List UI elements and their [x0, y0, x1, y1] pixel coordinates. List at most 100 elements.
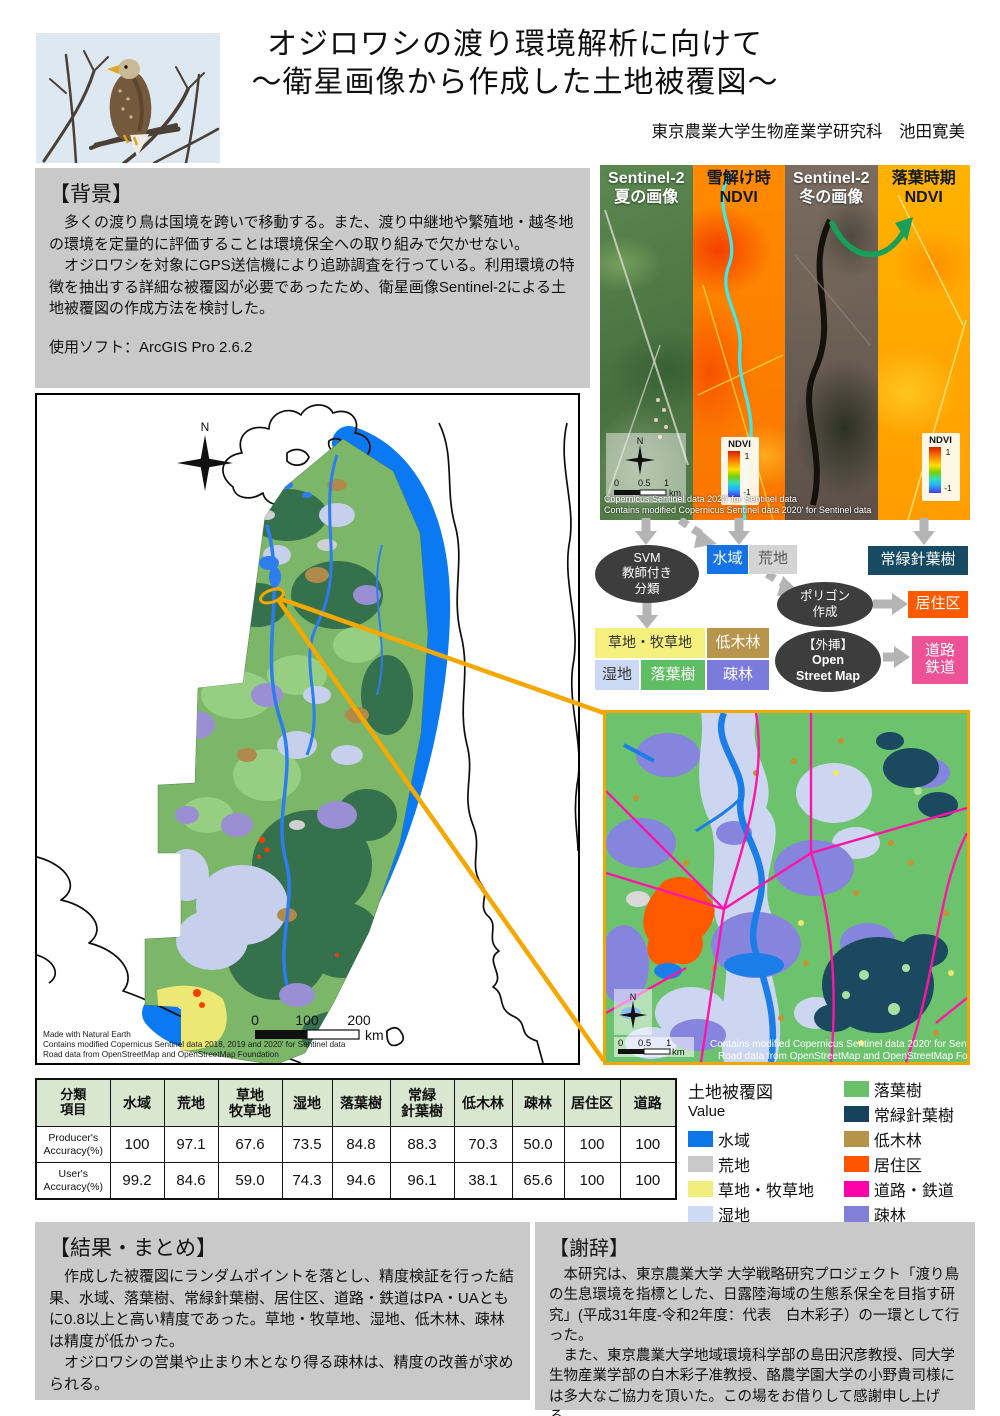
legend-item-sparse: 疎林: [843, 1203, 980, 1225]
svg-text:200: 200: [347, 1012, 371, 1028]
software-note: 使用ソフト：ArcGIS Pro 2.6.2: [49, 338, 253, 356]
landcover-legend: 土地被覆図 Value 水域 荒地 草地・牧草地 湿地: [688, 1078, 980, 1225]
strip-winter-art: [794, 218, 871, 506]
compass-rose: N: [177, 420, 233, 491]
svg-text:Road data from OpenStreetMap a: Road data from OpenStreetMap and OpenStr…: [718, 1051, 967, 1062]
detail-scale-bar: 0 0.5 1 km: [614, 1037, 694, 1058]
class-box-bare: 荒地: [749, 545, 797, 574]
road-rail-swatch: [843, 1181, 869, 1197]
svg-text:Contains modified Copernicus S: Contains modified Copernicus Sentinel da…: [43, 1040, 346, 1049]
legend-item-evergreen: 常緑針葉樹: [843, 1103, 980, 1125]
svm-classification-node: SVM 教師付き 分類: [595, 545, 699, 603]
svg-text:100: 100: [295, 1012, 319, 1028]
ndvi-legend: NDVI 1 -1: [720, 437, 759, 505]
wetland-swatch: [688, 1206, 713, 1222]
light-speckle: [842, 787, 922, 1015]
svg-text:0: 0: [618, 1038, 623, 1049]
polygon-creation-node: ポリゴン 作成: [777, 582, 873, 627]
evergreen-areas: [814, 732, 958, 1033]
class-box-sparse: 疎林: [707, 660, 769, 690]
strip-snowmelt-ndvi: 雪解け時 NDVI NDVI 1 -1: [692, 165, 785, 520]
study-map-canvas: N 0 100 200 km Made with Natural Earth C…: [36, 404, 580, 1066]
deciduous-swatch: [843, 1081, 869, 1097]
grassland-swatch: [688, 1181, 713, 1197]
users-accuracy-row: User's Accuracy(%) 99.2 84.6 59.0 74.3 94.6…: [35, 1162, 677, 1200]
poster-title: オジロワシの渡り環境解析に向けて ～衛星画像から作成した土地被覆図～: [215, 26, 815, 103]
background-section: 【背景】 多くの渡り鳥は国境を跨いで移動する。また、渡り中継地や繁殖地・越冬地の…: [35, 168, 590, 388]
svg-text:Road data from OpenStreetMap a: Road data from OpenStreetMap and OpenStr…: [43, 1050, 279, 1059]
eagle-bird: [107, 59, 152, 157]
svg-text:km: km: [365, 1027, 384, 1043]
detail-map-canvas: N 0 0.5 1 km Contains modified Copernicu…: [599, 711, 1000, 1063]
legend-item-deciduous: 落葉樹: [843, 1078, 980, 1100]
title-line-2: ～衛星画像から作成した土地被覆図～: [251, 66, 779, 100]
results-section: 【結果・まとめ】 作成した被覆図にランダムポイントを落とし、精度検証を行った結果…: [35, 1222, 530, 1400]
satellite-credits: Copernicus Sentinel data 2020' for Senti…: [604, 493, 872, 516]
residential-swatch: [843, 1156, 869, 1172]
evergreen-swatch: [843, 1106, 869, 1122]
svg-text:1: 1: [666, 1038, 671, 1049]
accuracy-table: 分類 項目 水域 荒地 草地 牧草地 湿地 落葉樹 常緑 針葉樹 低木林 疎林 居住区…: [35, 1078, 677, 1200]
residential-patch: [643, 876, 715, 967]
shrub-swatch: [843, 1131, 869, 1147]
results-para-2: オジロワシの営巣や止まり木となり得る疎林は、精度の改善が求められる。: [49, 1354, 514, 1393]
legend-item-bare: 荒地: [688, 1153, 828, 1175]
strip-leafoff-art: [896, 194, 967, 520]
accuracy-table-grid: 分類 項目 水域 荒地 草地 牧草地 湿地 落葉樹 常緑 針葉樹 低木林 疎林 居住区…: [35, 1078, 677, 1200]
svg-text:1: 1: [664, 478, 669, 488]
ndvi-colorbar: [929, 447, 942, 493]
class-box-deciduous: 落葉樹: [641, 660, 705, 690]
strip-leafoff-label: 落葉時期 NDVI: [891, 170, 956, 207]
class-box-residential: 居住区: [908, 591, 968, 618]
legend-title: 土地被覆図: [688, 1083, 773, 1102]
svg-text:0: 0: [251, 1012, 259, 1028]
svg-text:Contains modified Copernicus S: Contains modified Copernicus Sentinel da…: [710, 1039, 967, 1050]
strip-winter-label: Sentinel-2 冬の画像: [793, 170, 870, 207]
class-box-water: 水域: [707, 545, 748, 574]
acknowledgments-para-2: また、東京農業大学地域環境科学部の島田沢彦教授、同大学生物産業学部の白木彩子准教…: [549, 1348, 955, 1416]
strip-summer-image: Sentinel-2 夏の画像 N 0 0.5 1 km: [600, 165, 693, 520]
results-heading: 【結果・まとめ】: [49, 1237, 217, 1260]
acknowledgments-section: 【謝辞】 本研究は、東京農業大学 大学戦略研究プロジェクト「渡り鳥の生息環境を指…: [535, 1222, 975, 1416]
strip-compass-scale: N 0 0.5 1 km: [606, 433, 686, 503]
class-box-wetland: 湿地: [595, 660, 639, 690]
svg-text:km: km: [669, 488, 681, 498]
svg-text:0.5: 0.5: [638, 1038, 651, 1049]
legend-item-shrub: 低木林: [843, 1128, 980, 1150]
strip-summer-label: Sentinel-2 夏の画像: [608, 170, 685, 207]
water-swatch: [688, 1131, 713, 1147]
background-heading: 【背景】: [49, 183, 133, 206]
title-line-1: オジロワシの渡り環境解析に向けて: [267, 28, 763, 61]
eagle-photo: [36, 33, 220, 163]
strip-snowmelt-label: 雪解け時 NDVI: [706, 170, 771, 207]
background-para-2: オジロワシを対象にGPS送信機により追跡調査を行っている。利用環境の特徴を抽出す…: [49, 257, 575, 318]
map-credits: Made with Natural Earth Contains modifie…: [43, 1030, 346, 1059]
flowchart-arrows: [635, 518, 935, 668]
classification-flowchart: SVM 教師付き 分類 水域 荒地 常緑針葉樹 ポリゴン 作成 居住区 草地・牧…: [595, 518, 980, 704]
study-area-map: N 0 100 200 km Made with Natural Earth C…: [35, 393, 580, 1066]
ndvi-legend: NDVI 1 -1: [921, 433, 960, 501]
legend-item-wetland: 湿地: [688, 1203, 828, 1225]
svg-text:Made with Natural Earth: Made with Natural Earth: [43, 1030, 131, 1039]
legend-item-water: 水域: [688, 1128, 828, 1150]
strip-summer-art: [604, 209, 689, 496]
class-box-evergreen: 常緑針葉樹: [868, 546, 968, 575]
legend-item-road-rail: 道路・鉄道: [843, 1178, 980, 1200]
osm-node: 【外挿】 Open Street Map: [775, 630, 881, 692]
landcover-detail-map: N 0 0.5 1 km Contains modified Copernicu…: [599, 710, 1000, 1065]
sparse-swatch: [843, 1206, 869, 1222]
svg-text:0.5: 0.5: [638, 478, 651, 488]
svg-text:km: km: [672, 1047, 685, 1058]
strip-winter-image: Sentinel-2 冬の画像: [785, 165, 878, 520]
affiliation: 東京農業大学生物産業学研究科 池田寛美: [651, 123, 966, 141]
corner-header: 分類 項目: [35, 1078, 111, 1127]
acknowledgments-heading: 【謝辞】: [549, 1238, 629, 1260]
detail-compass: N: [614, 989, 652, 1035]
producers-accuracy-row: Producer's Accuracy(%) 100 97.1 67.6 73.5 8…: [35, 1126, 677, 1163]
ndvi-colorbar: [728, 451, 741, 497]
strip-leafoff-ndvi: 落葉時期 NDVI NDVI 1 -1: [877, 165, 970, 520]
results-para-1: 作成した被覆図にランダムポイントを落とし、精度検証を行った結果、水域、落葉樹、常…: [49, 1268, 515, 1350]
bare-swatch: [688, 1156, 713, 1172]
acknowledgments-para-1: 本研究は、東京農業大学 大学戦略研究プロジェクト「渡り鳥の生息環境を指標とした、…: [549, 1267, 960, 1344]
